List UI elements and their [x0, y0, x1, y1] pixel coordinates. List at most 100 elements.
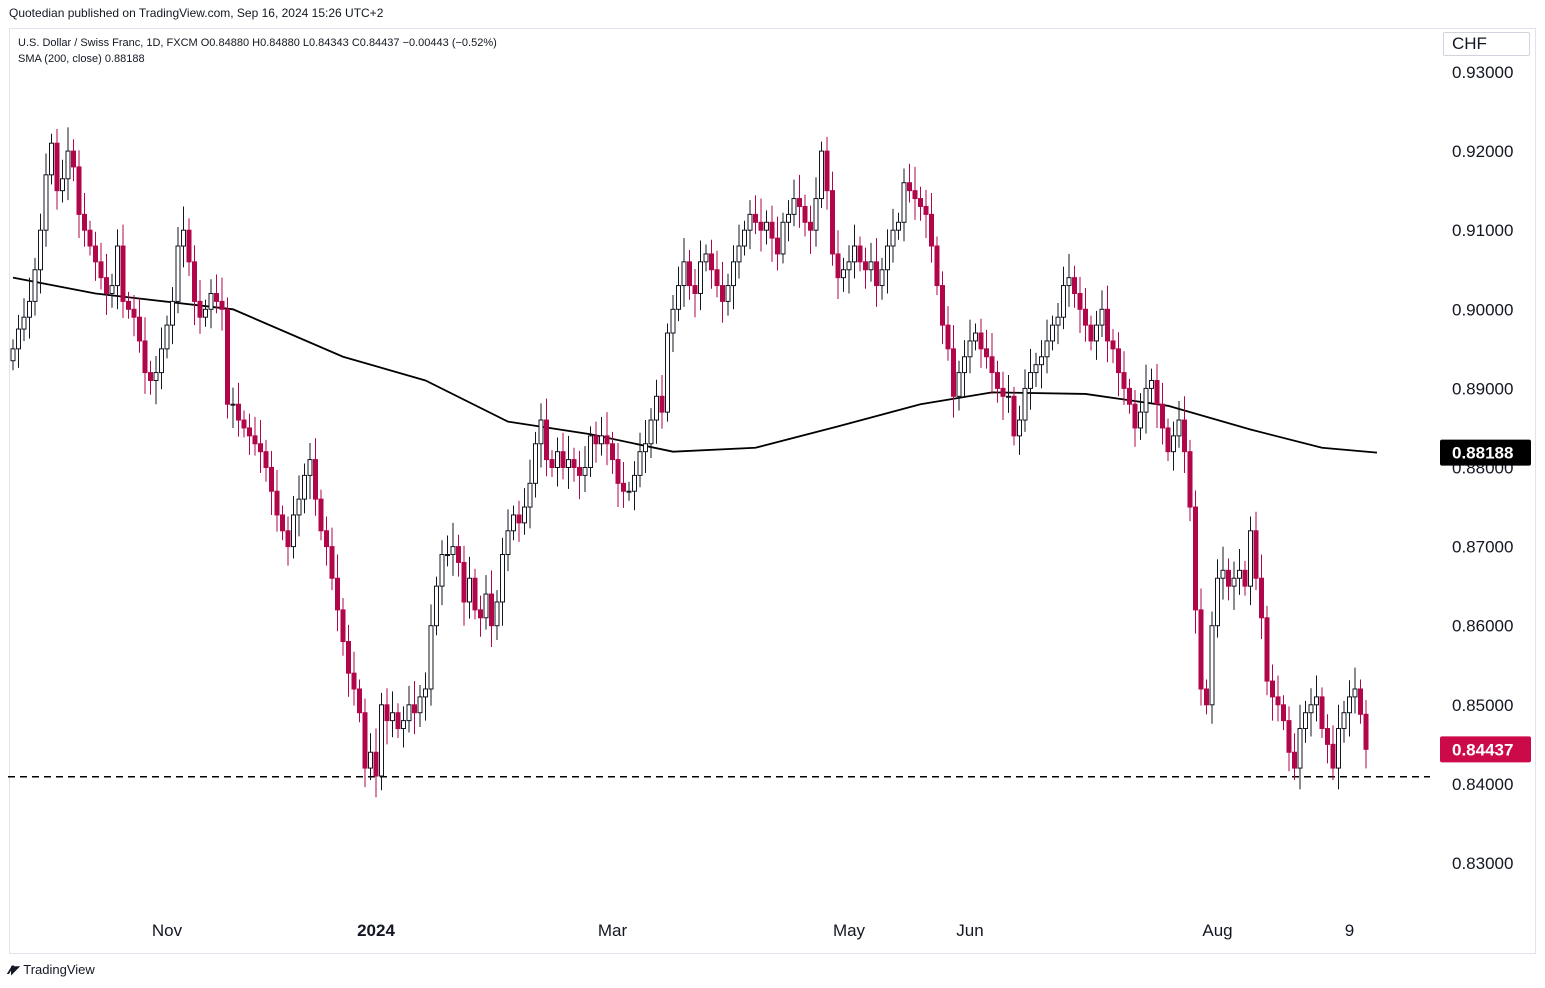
candle [1055, 302, 1061, 345]
candle [1193, 490, 1198, 634]
candle-body [670, 308, 676, 334]
candle [93, 231, 98, 281]
candle [522, 488, 527, 535]
candle [852, 224, 857, 279]
candle-body [93, 245, 98, 263]
candle-body [956, 372, 962, 397]
candle-body [786, 213, 791, 223]
candle [230, 387, 236, 428]
candle [181, 206, 186, 268]
candle-body [1017, 419, 1022, 437]
candle [21, 298, 27, 341]
candle-body [1336, 728, 1341, 769]
candle-body [797, 198, 802, 207]
candle-body [819, 150, 824, 200]
candle [1330, 725, 1336, 780]
candle [1116, 332, 1121, 397]
candle [384, 688, 390, 745]
candle [692, 268, 698, 318]
candle [313, 438, 318, 516]
candle-body [637, 451, 643, 476]
candle-body [274, 490, 280, 516]
candle [1143, 364, 1149, 434]
candle [1011, 386, 1017, 446]
candle-body [1099, 308, 1105, 326]
x-axis-tick-label: Mar [598, 921, 628, 940]
candle [461, 545, 467, 626]
candle [60, 159, 65, 203]
candle [1319, 687, 1325, 739]
candle [599, 416, 604, 456]
candle-body [698, 261, 703, 294]
candle [1336, 704, 1341, 790]
candle [340, 598, 346, 656]
candle [615, 442, 621, 508]
candle-body [868, 261, 874, 271]
candle [1259, 554, 1264, 640]
candle-body [1187, 451, 1193, 508]
candle-body [313, 459, 318, 500]
y-axis-tick-label: 0.91000 [1452, 221, 1513, 240]
candle-body [1286, 720, 1292, 753]
candle-body [1160, 403, 1165, 429]
candle-body [846, 261, 852, 271]
candle [588, 426, 593, 477]
candle [956, 360, 962, 411]
candle-body [538, 419, 544, 445]
candle [1209, 611, 1215, 724]
candle [714, 250, 720, 298]
candle [186, 218, 192, 277]
candle [648, 408, 654, 459]
candle [1028, 348, 1033, 410]
candle-body [1044, 340, 1050, 358]
candle [252, 416, 258, 456]
candle-body [1319, 696, 1325, 730]
candle [1022, 369, 1028, 432]
candle-body [621, 482, 626, 492]
candle-body [967, 340, 973, 358]
candle [1017, 405, 1022, 455]
candle [797, 174, 802, 228]
candle [665, 323, 670, 422]
candle [868, 242, 874, 282]
candle [593, 421, 599, 463]
candle [1270, 664, 1275, 721]
candle [16, 314, 21, 368]
candle-body [412, 704, 417, 714]
candle-body [87, 229, 93, 247]
candle [736, 224, 742, 279]
candle-body [560, 451, 566, 468]
candle [1182, 396, 1187, 474]
candle [1176, 401, 1182, 448]
candle-body [214, 292, 219, 302]
candle-body [511, 514, 516, 532]
candle-body [1352, 688, 1358, 698]
candle [109, 273, 115, 308]
y-axis-tick-label: 0.83000 [1452, 854, 1513, 873]
candle [538, 403, 544, 468]
candle-body [346, 641, 351, 674]
candle-body [835, 253, 841, 279]
y-axis-tick-label: 0.89000 [1452, 379, 1513, 398]
candle-body [109, 285, 115, 294]
candle-body [676, 285, 681, 310]
x-axis-tick-label: 2024 [357, 921, 395, 940]
candle-body [1088, 324, 1094, 342]
candle-body [104, 277, 109, 294]
candle [962, 340, 967, 397]
candle-body [1083, 308, 1088, 326]
candle [307, 442, 313, 500]
candle [1242, 560, 1248, 596]
candle [830, 171, 835, 266]
candle [423, 672, 428, 721]
currency-unit-button[interactable]: CHF [1443, 32, 1530, 56]
candle [241, 410, 247, 438]
candle [632, 461, 637, 511]
candle-body [1006, 395, 1011, 398]
candle [1050, 315, 1055, 351]
candle-body [395, 712, 401, 730]
candle [137, 298, 142, 353]
candle-body [1050, 324, 1055, 342]
candle-body [780, 221, 786, 255]
